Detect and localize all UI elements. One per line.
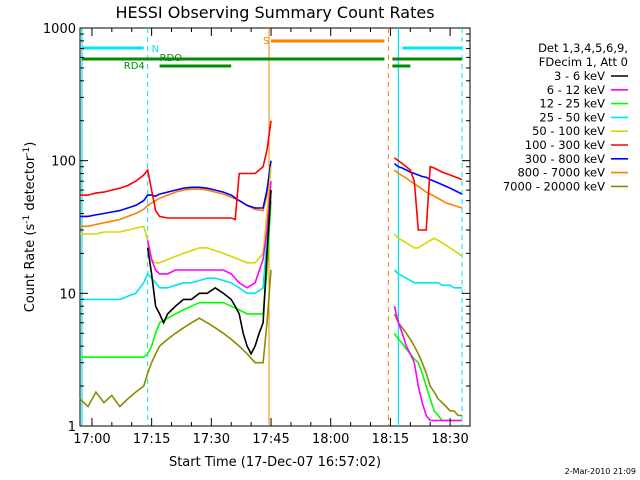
series-25-50-kev (80, 190, 462, 301)
x-tick-label: 17:15 (133, 432, 170, 447)
legend-label: 50 - 100 keV (532, 124, 605, 138)
series-300-800-kev (80, 160, 463, 218)
x-tick-label: 18:30 (431, 432, 468, 447)
x-tick-label: 18:15 (372, 432, 409, 447)
legend-label: 300 - 800 keV (525, 152, 605, 166)
series-6-12-kev (146, 181, 462, 422)
flag-label-n: N (152, 44, 159, 55)
y-axis-label-part-1: Count Rate (s (23, 224, 38, 313)
legend-label: 100 - 300 keV (525, 138, 605, 152)
x-tick-label: 17:00 (73, 432, 110, 447)
legend-header-line-1: Det 1,3,4,5,6,9, (538, 41, 628, 55)
legend: Det 1,3,4,5,6,9, FDecim 1, Att 0 3 - 6 k… (503, 41, 628, 193)
legend-label: 800 - 7000 keV (517, 166, 605, 180)
footer-date: 2-Mar-2010 21:09 (565, 467, 636, 476)
series-3-6-kev (146, 190, 272, 356)
legend-label: 12 - 25 keV (539, 97, 605, 111)
flag-label-rdo: RDO (160, 53, 183, 64)
legend-label: 25 - 50 keV (539, 110, 605, 124)
y-axis-label-exp-1: -1 (22, 215, 32, 224)
y-tick-label: 1 (68, 420, 76, 435)
y-axis-label-exp-2: -1 (22, 147, 32, 156)
legend-label: 3 - 6 keV (554, 69, 605, 83)
x-tick-label: 17:30 (193, 432, 230, 447)
y-tick-label: 100 (51, 155, 76, 170)
series-7000-20000-kev (79, 269, 462, 417)
series-50-100-kev (80, 166, 463, 264)
y-axis-label-part-2: detector (23, 155, 38, 215)
svg-text:Count Rate (s-1 detector-1): Count Rate (s-1 detector-1) (22, 142, 38, 313)
legend-label: 6 - 12 keV (547, 83, 605, 97)
flag-label-rd4: RD4 (124, 61, 145, 72)
series-100-300-kev (80, 120, 463, 231)
chart-title: HESSI Observing Summary Count Rates (115, 3, 434, 22)
y-tick-label: 10 (59, 287, 76, 302)
x-tick-label: 17:45 (252, 432, 289, 447)
legend-label: 7000 - 20000 keV (503, 179, 605, 193)
legend-header-line-2: FDecim 1, Att 0 (539, 55, 628, 69)
plot-area: N S RDO RD4 (79, 27, 471, 427)
series-12-25-kev (80, 200, 462, 422)
y-axis-label-part-3: ) (23, 142, 38, 147)
y-axis-label: Count Rate (s-1 detector-1) (22, 142, 38, 313)
x-tick-label: 18:00 (312, 432, 349, 447)
flag-label-s: S (263, 36, 269, 47)
axes: 17:00 17:15 17:30 17:45 18:00 18:15 18:30 1 10 10… (43, 22, 471, 447)
x-axis-label: Start Time (17-Dec-07 16:57:02) (169, 455, 381, 470)
y-tick-label: 1000 (43, 22, 76, 37)
